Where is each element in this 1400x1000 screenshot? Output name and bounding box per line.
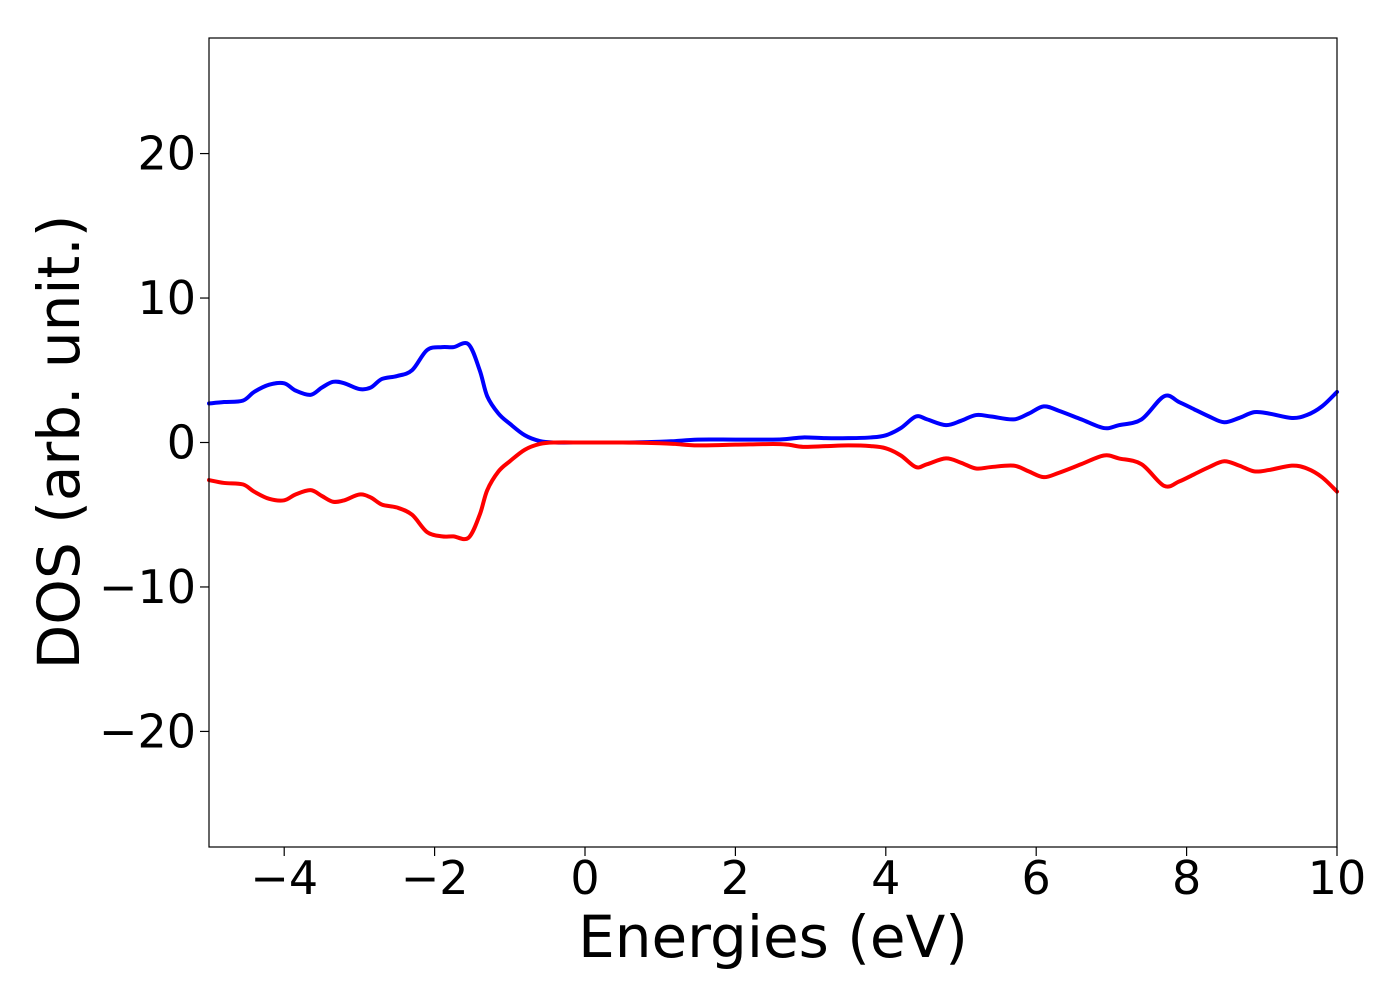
y-tick-label: −10 bbox=[99, 560, 196, 614]
x-tick-label: −4 bbox=[250, 851, 318, 905]
x-tick-label: 8 bbox=[1172, 851, 1201, 905]
x-tick-label: 2 bbox=[721, 851, 750, 905]
y-tick-label: 0 bbox=[167, 416, 196, 470]
y-tick-label: 20 bbox=[137, 127, 196, 181]
x-tick-label: 6 bbox=[1022, 851, 1051, 905]
y-axis: −20 −10 0 10 20 bbox=[99, 127, 209, 758]
x-axis-title: Energies (eV) bbox=[578, 903, 968, 971]
series-line-spin-up bbox=[207, 341, 1339, 445]
x-tick-label: 0 bbox=[570, 851, 599, 905]
y-axis-title: DOS (arb. unit.) bbox=[25, 215, 93, 670]
series-line-spin-down bbox=[207, 440, 1339, 542]
y-tick-label: −20 bbox=[99, 704, 196, 758]
x-tick-label: 10 bbox=[1308, 851, 1367, 905]
series-layer bbox=[207, 341, 1339, 542]
x-tick-label: 4 bbox=[871, 851, 900, 905]
x-tick-label: −2 bbox=[401, 851, 469, 905]
x-axis: −4 −2 0 2 4 6 8 10 bbox=[250, 847, 1366, 905]
y-tick-label: 10 bbox=[137, 271, 196, 325]
